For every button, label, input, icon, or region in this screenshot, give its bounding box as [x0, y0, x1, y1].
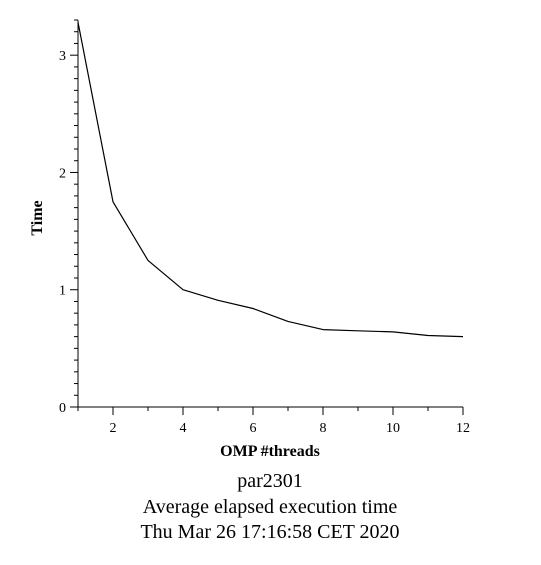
x-tick-label: 6: [250, 421, 257, 436]
x-axis-title: OMP #threads: [220, 443, 320, 460]
x-tick-label: 4: [180, 421, 187, 436]
caption-host: par2301: [237, 470, 303, 492]
series-line-0: [77, 22, 464, 338]
x-tick-label: 8: [320, 421, 327, 436]
x-tick-label: 10: [386, 421, 400, 436]
y-tick-label: 0: [59, 401, 66, 416]
series: [77, 22, 464, 338]
y-axis-title: Time: [29, 200, 46, 235]
y-tick-label: 2: [59, 166, 66, 181]
axes: [77, 20, 463, 408]
y-tick-label: 1: [59, 284, 66, 299]
x-tick-label: 12: [456, 421, 470, 436]
x-tick-label: 2: [110, 421, 117, 436]
y-tick-label: 3: [59, 49, 66, 64]
caption-subtitle: Average elapsed execution time: [143, 496, 398, 518]
caption-timestamp: Thu Mar 26 17:16:58 CET 2020: [140, 521, 399, 543]
